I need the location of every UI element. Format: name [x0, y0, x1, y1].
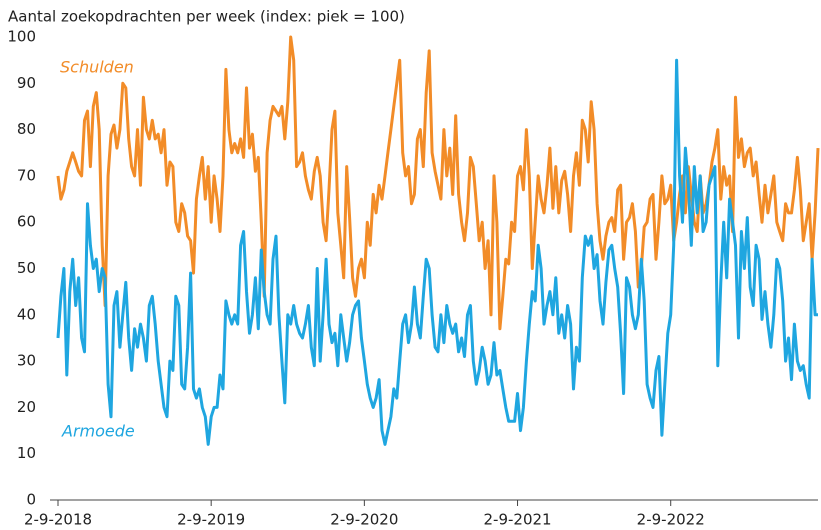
series-line — [56, 35, 820, 331]
y-tick-label: 30 — [17, 352, 36, 370]
y-tick-label: 40 — [17, 305, 36, 323]
y-tick-label: 50 — [17, 259, 36, 277]
x-tick-label: 2-9-2020 — [330, 511, 398, 529]
y-tick-label: 0 — [26, 491, 36, 509]
x-tick-label: 2-9-2018 — [24, 511, 92, 529]
y-tick-label: 10 — [17, 444, 36, 462]
series-line — [56, 58, 818, 446]
x-tick-label: 2-9-2021 — [483, 511, 551, 529]
y-tick-label: 20 — [17, 398, 36, 416]
y-tick-label: 100 — [7, 28, 36, 46]
y-tick-label: 90 — [17, 74, 36, 92]
x-tick-label: 2-9-2022 — [637, 511, 705, 529]
series-label: Armoede — [61, 422, 135, 441]
y-tick-label: 70 — [17, 166, 36, 184]
y-tick-label: 80 — [17, 120, 36, 138]
x-tick-label: 2-9-2019 — [177, 511, 245, 529]
chart-title: Aantal zoekopdrachten per week (index: p… — [8, 8, 405, 26]
y-tick-label: 60 — [17, 213, 36, 231]
series-label: Schulden — [60, 58, 134, 77]
